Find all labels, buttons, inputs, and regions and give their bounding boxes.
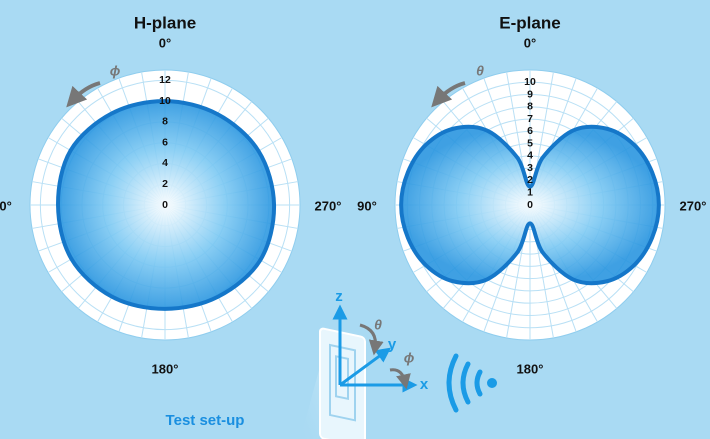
r-tick-label: 10 — [524, 76, 536, 88]
r-tick-label: 10 — [159, 95, 171, 107]
y-label: y — [388, 336, 397, 353]
angle-tick-label: 0° — [159, 35, 171, 50]
r-tick-label: 8 — [527, 101, 533, 113]
angle-tick-label: 270° — [315, 198, 342, 213]
setup-label: Test set-up — [166, 412, 245, 429]
x-label: x — [420, 376, 429, 393]
rotation-label: ϕ — [110, 63, 121, 79]
angle-tick-label: 180° — [152, 361, 179, 376]
angle-tick-label: 90° — [357, 198, 377, 213]
wifi-dot — [487, 378, 497, 388]
theta-label: θ — [374, 317, 382, 333]
test-setup: z θ y ϕ x Test set-up — [166, 288, 497, 439]
r-tick-label: 0 — [162, 199, 168, 211]
rotation-label: θ — [476, 63, 484, 79]
r-tick-label: 3 — [527, 162, 533, 174]
r-tick-label: 7 — [527, 113, 533, 125]
r-tick-label: 5 — [527, 137, 533, 149]
wifi-icon — [446, 353, 483, 413]
angle-tick-label: 90° — [0, 198, 12, 213]
r-tick-label: 4 — [527, 150, 533, 162]
charts: 0246810120°90°180°270°H-planeϕ0123456789… — [0, 13, 706, 376]
radiation-pattern — [56, 99, 277, 311]
angle-tick-label: 270° — [680, 198, 707, 213]
r-tick-label: 0 — [527, 199, 533, 211]
r-tick-label: 2 — [162, 178, 168, 190]
z-label: z — [335, 288, 343, 305]
r-tick-label: 12 — [159, 74, 171, 86]
r-tick-label: 8 — [162, 116, 168, 128]
angle-tick-label: 180° — [517, 361, 544, 376]
chart-title: E-plane — [499, 13, 560, 32]
r-tick-label: 6 — [527, 125, 533, 137]
r-tick-label: 6 — [162, 136, 168, 148]
chart-title: H-plane — [134, 13, 196, 32]
radiation-pattern — [399, 124, 661, 286]
phi-label: ϕ — [404, 350, 415, 366]
r-tick-label: 2 — [527, 174, 533, 186]
rotation-arrow — [66, 81, 101, 108]
rotation-arrow — [431, 81, 466, 108]
r-tick-label: 1 — [527, 187, 533, 199]
angle-tick-label: 0° — [524, 35, 536, 50]
r-tick-label: 4 — [162, 157, 168, 169]
r-tick-label: 9 — [527, 88, 533, 100]
